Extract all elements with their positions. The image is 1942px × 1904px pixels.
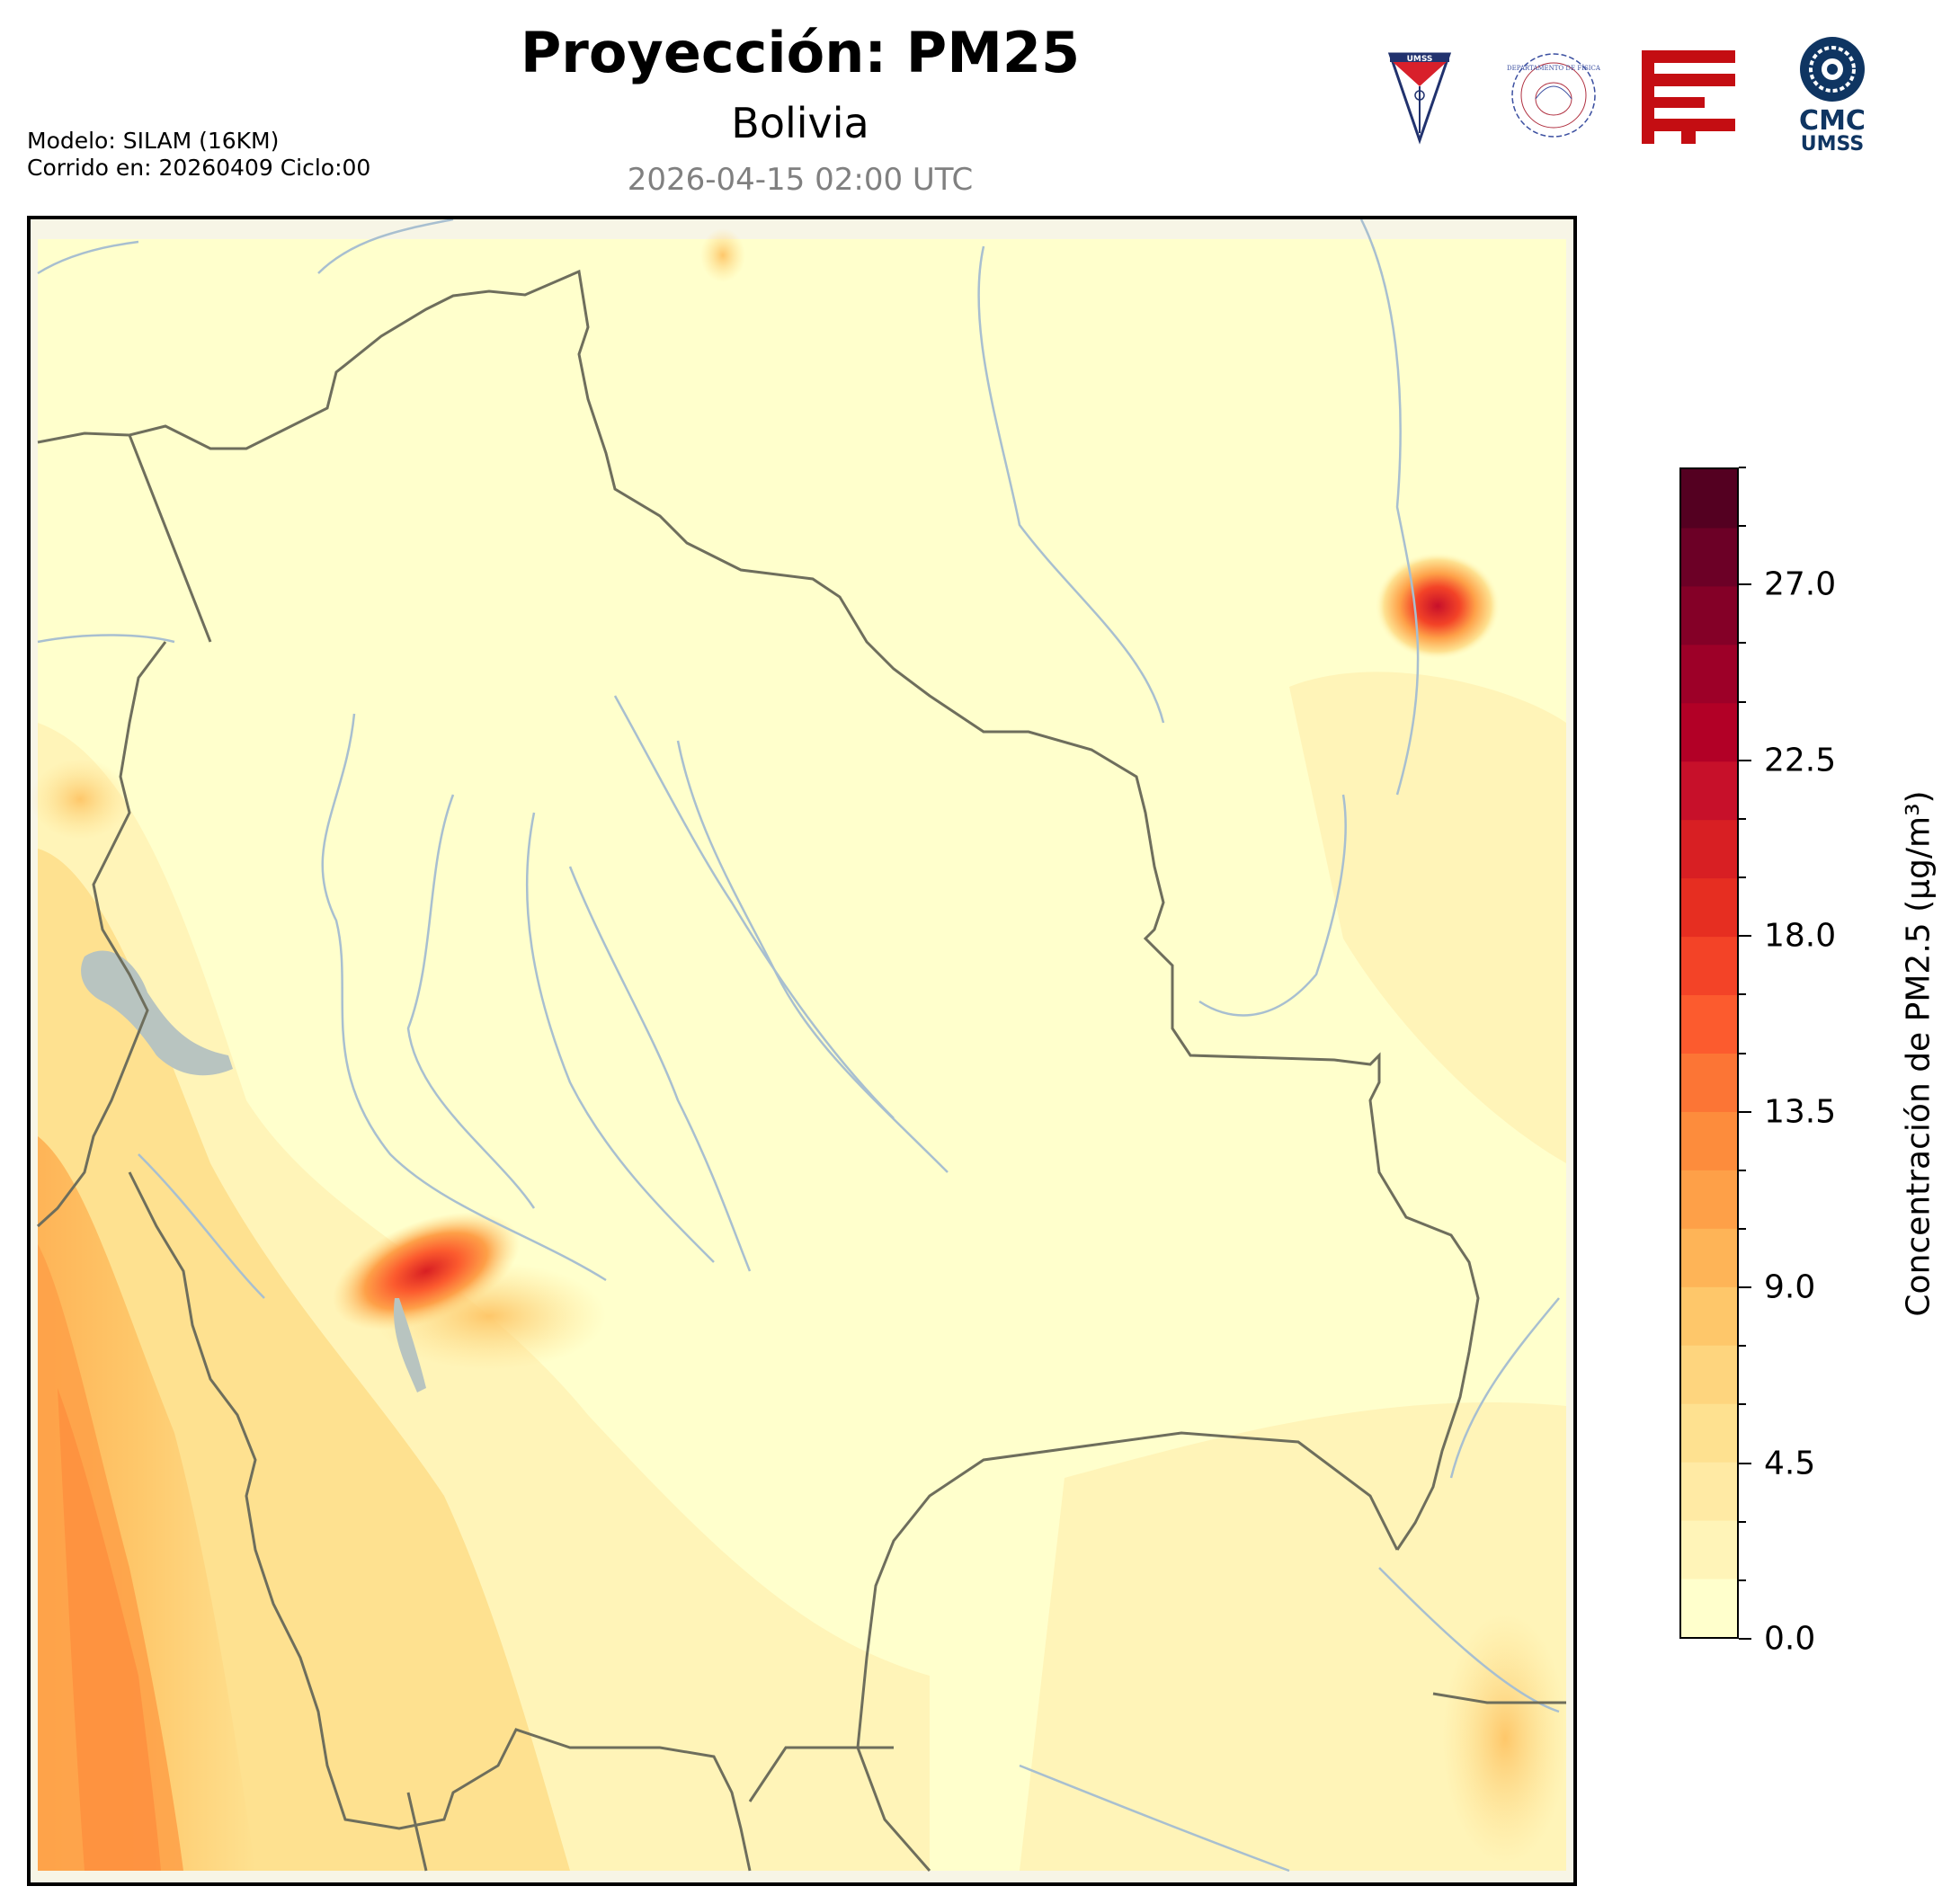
colorbar-tick-label: 0.0 bbox=[1764, 1620, 1816, 1658]
lake-titicaca bbox=[81, 950, 233, 1076]
run-info: Corrido en: 20260409 Ciclo:00 bbox=[27, 155, 371, 181]
western-core-area bbox=[58, 1388, 161, 1871]
colorbar-tick-label: 4.5 bbox=[1764, 1445, 1816, 1482]
colorbar-minor-tick bbox=[1739, 467, 1746, 468]
colorbar-segment bbox=[1681, 1170, 1737, 1229]
borders bbox=[36, 269, 1566, 1872]
svg-text:UMSS: UMSS bbox=[1407, 55, 1433, 64]
colorbar-segment bbox=[1681, 994, 1737, 1054]
la-paz-hotspot bbox=[332, 1212, 521, 1330]
page-title: Proyección: PM25 bbox=[520, 20, 1081, 85]
colorbar-minor-tick bbox=[1739, 1403, 1746, 1406]
pm25-map bbox=[27, 216, 1577, 1886]
rivers bbox=[37, 219, 1560, 1873]
region-subtitle: Bolivia bbox=[731, 99, 869, 147]
colorbar-minor-tick bbox=[1739, 1227, 1746, 1230]
colorbar-minor-tick bbox=[1739, 876, 1746, 879]
colorbar-segment bbox=[1681, 1403, 1737, 1463]
colorbar-major-tick bbox=[1739, 1638, 1751, 1640]
colorbar-tick-label: 9.0 bbox=[1764, 1268, 1816, 1306]
western-peak-area bbox=[38, 1244, 183, 1871]
colorbar-major-tick bbox=[1739, 1286, 1751, 1289]
colorbar-major-tick bbox=[1739, 759, 1751, 761]
colorbar-segment bbox=[1681, 702, 1737, 762]
colorbar-major-tick bbox=[1739, 935, 1751, 938]
northwest-blob bbox=[31, 759, 129, 840]
colorbar-segment bbox=[1681, 1579, 1737, 1637]
colorbar-segment bbox=[1681, 877, 1737, 938]
model-info: Modelo: SILAM (16KM) bbox=[27, 128, 280, 154]
colorbar-segment bbox=[1681, 1462, 1737, 1521]
colorbar-major-tick bbox=[1739, 583, 1751, 586]
umss-shield-logo: UMSS bbox=[1387, 52, 1452, 145]
colorbar-label: Concentración de PM2.5 (µg/m³) bbox=[1900, 790, 1938, 1317]
colorbar-minor-tick bbox=[1739, 700, 1746, 703]
colorbar-segment bbox=[1681, 761, 1737, 821]
svg-text:DEPARTAMENTO DE FÍSICA: DEPARTAMENTO DE FÍSICA bbox=[1507, 64, 1600, 72]
colorbar-segment bbox=[1681, 819, 1737, 879]
eastern-hotspot bbox=[1375, 552, 1501, 660]
colorbar-minor-tick bbox=[1739, 642, 1746, 645]
colorbar-segment bbox=[1681, 585, 1737, 645]
colorbar-segment bbox=[1681, 1520, 1737, 1579]
colorbar-minor-tick bbox=[1739, 1169, 1746, 1171]
colorbar-major-tick bbox=[1739, 1462, 1751, 1464]
forecast-datetime: 2026-04-15 02:00 UTC bbox=[627, 162, 974, 198]
departamento-fisica-seal-logo: DEPARTAMENTO DE FÍSICA bbox=[1507, 53, 1600, 138]
cmc-umss-logo bbox=[1800, 37, 1865, 102]
colorbar-minor-tick bbox=[1739, 1579, 1746, 1581]
colorbar-segment bbox=[1681, 1286, 1737, 1346]
colorbar-minor-tick bbox=[1739, 1052, 1746, 1054]
northeast-concentration-area bbox=[1289, 672, 1566, 1163]
colorbar-segment bbox=[1681, 1053, 1737, 1112]
map-canvas bbox=[31, 219, 1573, 1882]
southeast-blob bbox=[1442, 1613, 1568, 1864]
colorbar-minor-tick bbox=[1739, 993, 1746, 996]
colorbar-minor-tick bbox=[1739, 1345, 1746, 1348]
colorbar-segment bbox=[1681, 644, 1737, 704]
lake-poopo bbox=[394, 1298, 426, 1392]
colorbar-tick-label: 18.0 bbox=[1764, 917, 1837, 955]
colorbar-minor-tick bbox=[1739, 525, 1746, 528]
colorbar-minor-tick bbox=[1739, 1520, 1746, 1523]
colorbar bbox=[1679, 467, 1739, 1639]
colorbar-segment bbox=[1681, 527, 1737, 587]
colorbar-segment bbox=[1681, 469, 1737, 529]
north-blob bbox=[700, 228, 745, 282]
colorbar-tick-label: 27.0 bbox=[1764, 565, 1837, 603]
colorbar-tick-label: 13.5 bbox=[1764, 1093, 1837, 1131]
cmc-umss-logo-text: CMC UMSS bbox=[1799, 105, 1866, 156]
colorbar-minor-tick bbox=[1739, 817, 1746, 820]
southeast-concentration-area bbox=[1020, 1402, 1566, 1871]
colorbar-tick-label: 22.5 bbox=[1764, 742, 1837, 779]
colorbar-segment bbox=[1681, 1111, 1737, 1170]
colorbar-segment bbox=[1681, 936, 1737, 996]
colorbar-segment bbox=[1681, 1228, 1737, 1287]
red-geometric-logo bbox=[1642, 50, 1735, 144]
colorbar-major-tick bbox=[1739, 1110, 1751, 1113]
colorbar-segment bbox=[1681, 1345, 1737, 1404]
